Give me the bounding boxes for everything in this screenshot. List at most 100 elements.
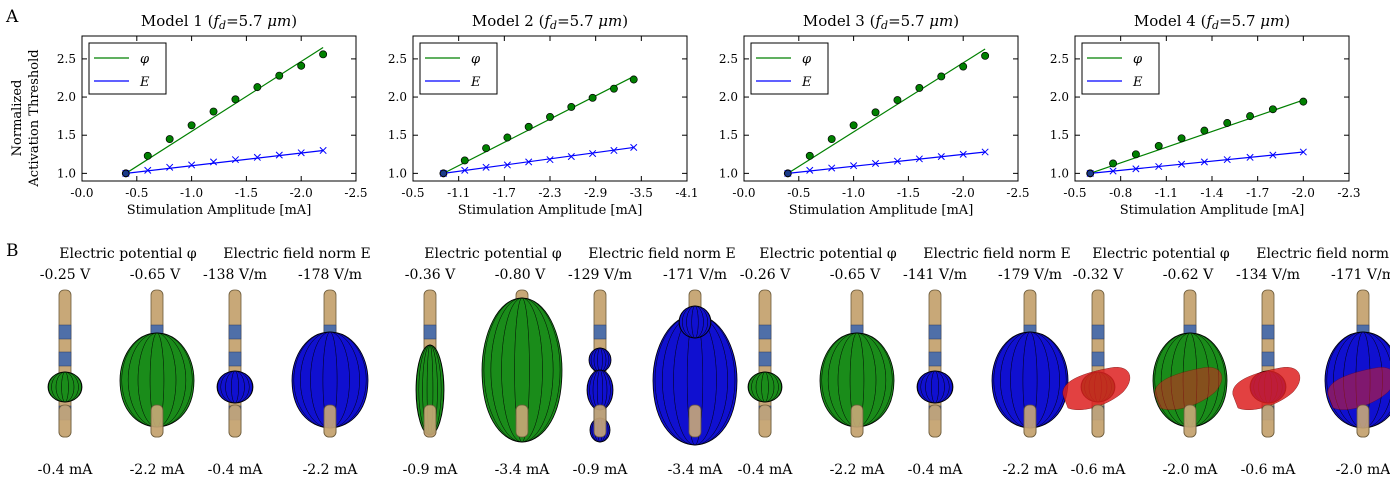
data-point-stroke (319, 146, 327, 155)
data-point-origin (784, 169, 792, 177)
electrode-tip (850, 404, 864, 438)
data-point (1109, 167, 1117, 175)
series-e (122, 146, 327, 177)
data-point-stroke (144, 166, 152, 174)
x-tick-label: -2.0 (1292, 186, 1315, 200)
electrode-tip (150, 404, 164, 438)
chart-title: Model 1 (fd=5.7 μm) (141, 12, 297, 32)
iso-value-label: -0.32 V (1073, 267, 1124, 283)
data-point (1131, 150, 1140, 159)
amplitude-label: -2.0 mA (1163, 462, 1219, 478)
y-tick-label: 2.5 (388, 52, 407, 66)
fit-line (787, 48, 986, 174)
legend-label: E (139, 75, 150, 90)
header-electric-field: Electric field norm E (223, 246, 371, 262)
data-point-stroke (1269, 151, 1277, 159)
data-point (610, 146, 618, 155)
iso-value-label: -129 V/m (568, 267, 632, 283)
x-tick-label: -2.3 (1337, 186, 1360, 200)
x-tick-label: -2.0 (290, 186, 313, 200)
data-point-stroke (959, 150, 967, 158)
y-tick-label: 1.5 (719, 128, 738, 142)
data-point (871, 108, 880, 117)
isosurface-phi-small (47, 371, 83, 403)
panel-b-model-4: Electric potential φ Electric field norm … (1062, 246, 1390, 478)
data-point-stroke (915, 155, 923, 163)
electrode-tip (58, 404, 72, 438)
legend-label: E (801, 75, 812, 90)
x-tick-label: -0.8 (1109, 186, 1132, 200)
data-point-stroke (525, 158, 533, 166)
data-point (981, 148, 989, 156)
mesh-line (679, 305, 711, 339)
panel-label-a: A (5, 7, 19, 27)
x-tick-label: -1.5 (235, 186, 258, 200)
amplitude-label: -2.0 mA (1336, 462, 1390, 478)
isosurface-phi-small (415, 344, 445, 436)
electrode-tip (1091, 404, 1105, 438)
legend-box (750, 42, 829, 95)
data-point-stroke (806, 166, 814, 174)
amplitude-label: -0.4 mA (738, 462, 794, 478)
x-axis-label: Stimulation Amplitude [mA] (127, 203, 312, 218)
data-point (567, 103, 576, 111)
data-point (319, 146, 327, 155)
y-tick-label: 2.5 (1050, 52, 1069, 66)
data-point-origin (122, 169, 130, 177)
fit-line (443, 75, 634, 174)
y-tick-label: 2.0 (57, 90, 76, 104)
target-region (1232, 367, 1301, 410)
chart-model-4: Model 4 (fd=5.7 μm) -0.5 -0.8 -1.1 -1.4 -1.7 -… (1050, 12, 1361, 218)
amplitude-label: -3.4 mA (495, 462, 551, 478)
panel-label-b: B (6, 241, 19, 261)
series-e (1086, 148, 1307, 177)
legend-box (1081, 42, 1160, 95)
mesh-line (748, 371, 782, 403)
isosurface-e-small-mid (586, 369, 614, 411)
data-point (525, 158, 533, 166)
electrode-tip (323, 404, 337, 438)
x-tick-label: -0.5 (1063, 186, 1086, 200)
x-tick-label: -1.0 (180, 186, 203, 200)
fit-line (1090, 151, 1304, 174)
data-point-stroke (1246, 153, 1254, 161)
electrode-contact (423, 324, 437, 340)
data-point (253, 83, 262, 92)
target-region (1062, 367, 1131, 410)
amplitude-label: -0.9 mA (403, 462, 459, 478)
amplitude-label: -0.4 mA (208, 462, 264, 478)
data-point (1299, 97, 1308, 106)
data-point (482, 163, 490, 171)
y-tick-label: 2.0 (719, 90, 738, 104)
data-point-stroke (850, 162, 858, 170)
data-point-stroke (231, 156, 239, 164)
data-point (1223, 156, 1231, 164)
iso-value-label: -0.65 V (130, 267, 181, 283)
electrode-tip (515, 404, 529, 438)
header-electric-field: Electric field norm E (1256, 246, 1390, 262)
electrode-contact (758, 324, 772, 340)
y-tick-label: 2.5 (57, 52, 76, 66)
header-electric-potential: Electric potential φ (759, 246, 897, 262)
data-point-stroke (1132, 165, 1140, 173)
electrode-tip (593, 404, 607, 438)
data-point (915, 155, 923, 163)
data-point (609, 84, 618, 93)
data-point (1132, 165, 1140, 173)
legend-box (419, 42, 498, 95)
data-point (461, 166, 469, 174)
data-point (165, 135, 174, 143)
electrode-tip (1023, 404, 1037, 438)
data-point (1109, 159, 1118, 168)
y-tick-label: 1.0 (1050, 166, 1069, 180)
isosurface-e-large-top (678, 305, 712, 339)
electrode-contact (1261, 351, 1275, 367)
panel-b-model-1: Electric potential φ Electric field norm … (38, 246, 371, 478)
data-point (959, 62, 968, 71)
y-tick-label: 1.5 (388, 128, 407, 142)
data-point (231, 95, 240, 104)
electrode-tip (1261, 404, 1275, 438)
iso-value-label: -0.80 V (495, 267, 546, 283)
iso-value-label: -171 V/m (1331, 267, 1390, 283)
data-point-stroke (1223, 156, 1231, 164)
